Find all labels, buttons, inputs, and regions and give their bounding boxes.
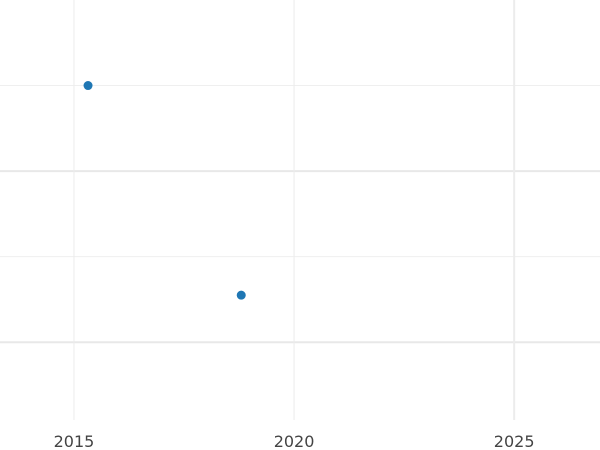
grid <box>0 0 600 420</box>
data-point <box>83 81 93 91</box>
data-point <box>236 290 246 300</box>
x-axis-ticks: 2015 2020 2025 <box>54 432 535 450</box>
data-points <box>83 81 246 300</box>
x-tick-label-2015: 2015 <box>54 432 95 450</box>
x-tick-label-2025: 2025 <box>494 432 535 450</box>
x-tick-label-2020: 2020 <box>274 432 315 450</box>
